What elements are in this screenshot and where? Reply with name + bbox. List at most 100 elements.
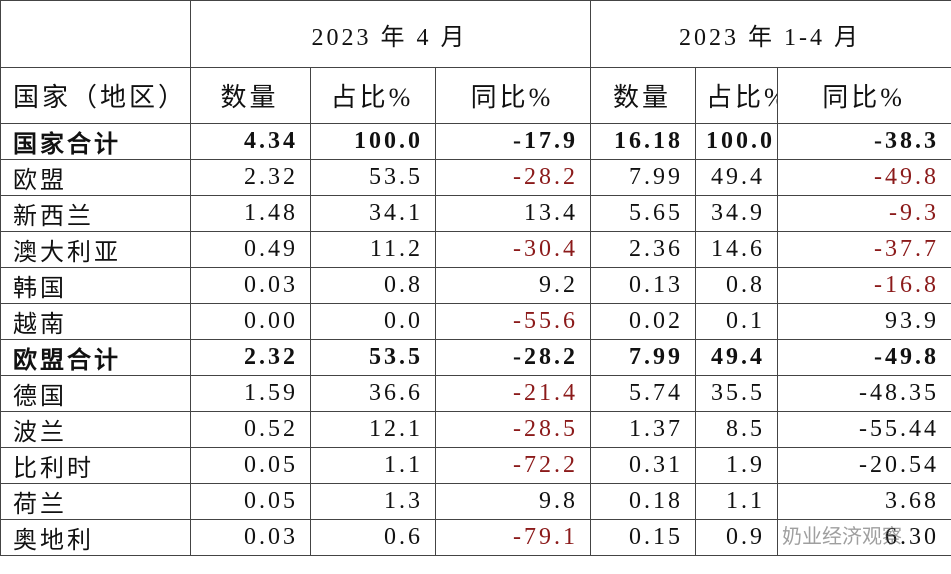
value-cell: 36.6 [310,375,436,412]
value-cell: 34.1 [310,195,436,232]
value-cell: 0.52 [190,411,311,448]
value-cell: 9.8 [434,483,592,520]
value-cell: 13.4 [434,195,592,232]
table-row: 奥地利 0.03 0.6 -79.1 0.15 0.9 6.30 [0,519,951,556]
value-cell: -48.35 [777,375,951,412]
value-cell: 2.36 [590,231,697,268]
value-cell: 0.13 [590,267,697,304]
region-cell: 国家合计 [0,123,191,160]
value-cell: -20.54 [777,447,951,484]
value-cell: 0.8 [695,267,779,304]
value-cell: 14.6 [695,231,779,268]
table-row: 澳大利亚 0.49 11.2 -30.4 2.36 14.6 -37.7 [0,231,951,268]
value-cell: -28.2 [434,339,592,376]
value-cell: 1.48 [190,195,311,232]
period-header-row: 2023 年 4 月 2023 年 1-4 月 [0,0,951,68]
table-row: 欧盟 2.32 53.5 -28.2 7.99 49.4 -49.8 [0,159,951,196]
value-cell: -17.9 [434,123,592,160]
value-cell: 0.15 [590,519,697,556]
column-header: 数量 [190,67,311,124]
value-cell: 5.65 [590,195,697,232]
table-row: 韩国 0.03 0.8 9.2 0.13 0.8 -16.8 [0,267,951,304]
column-header: 同比% [777,67,951,124]
value-cell: 0.05 [190,447,311,484]
value-cell: 12.1 [310,411,436,448]
value-cell: -30.4 [434,231,592,268]
value-cell: 53.5 [310,159,436,196]
data-table: 2023 年 4 月 2023 年 1-4 月 国家（地区） 数量 占比% 同比% 数量… [0,0,951,556]
corner-cell [0,0,191,68]
column-header: 同比% [434,67,592,124]
value-cell: 11.2 [310,231,436,268]
value-cell: -28.5 [434,411,592,448]
value-cell: -49.8 [777,339,951,376]
value-cell: 0.03 [190,519,311,556]
table-row: 越南 0.00 0.0 -55.6 0.02 0.1 93.9 [0,303,951,340]
region-cell: 荷兰 [0,483,191,520]
column-header: 数量 [590,67,697,124]
region-cell: 比利时 [0,447,191,484]
table-row: 欧盟合计 2.32 53.5 -28.2 7.99 49.4 -49.8 [0,339,951,376]
region-cell: 新西兰 [0,195,191,232]
value-cell: 0.05 [190,483,311,520]
value-cell: 1.3 [310,483,436,520]
value-cell: 1.9 [695,447,779,484]
value-cell: -49.8 [777,159,951,196]
value-cell: 100.0 [310,123,436,160]
column-header: 占比% [695,67,779,124]
region-cell: 波兰 [0,411,191,448]
value-cell: 0.02 [590,303,697,340]
value-cell: 53.5 [310,339,436,376]
column-header: 国家（地区） [0,67,191,124]
period-header: 2023 年 4 月 [189,0,592,68]
value-cell: 100.0 [695,123,779,160]
value-cell: 7.99 [590,339,697,376]
region-cell: 韩国 [0,267,191,304]
value-cell: 4.34 [190,123,311,160]
value-cell: 1.1 [310,447,436,484]
value-cell: 16.18 [590,123,697,160]
value-cell: 1.1 [695,483,779,520]
value-cell: 0.31 [590,447,697,484]
value-cell: -9.3 [777,195,951,232]
value-cell: 0.49 [190,231,311,268]
value-cell: 5.74 [590,375,697,412]
table-row: 波兰 0.52 12.1 -28.5 1.37 8.5 -55.44 [0,411,951,448]
value-cell: 49.4 [695,159,779,196]
value-cell: -21.4 [434,375,592,412]
value-cell: 9.2 [434,267,592,304]
region-cell: 欧盟 [0,159,191,196]
value-cell: 6.30 [777,519,951,556]
table-row: 德国 1.59 36.6 -21.4 5.74 35.5 -48.35 [0,375,951,412]
value-cell: 3.68 [777,483,951,520]
value-cell: 93.9 [777,303,951,340]
value-cell: 0.1 [695,303,779,340]
value-cell: 2.32 [190,339,311,376]
value-cell: 0.18 [590,483,697,520]
value-cell: -55.6 [434,303,592,340]
value-cell: 1.59 [190,375,311,412]
region-cell: 奥地利 [0,519,191,556]
region-cell: 德国 [0,375,191,412]
value-cell: 35.5 [695,375,779,412]
table-row: 荷兰 0.05 1.3 9.8 0.18 1.1 3.68 [0,483,951,520]
value-cell: -79.1 [434,519,592,556]
table-row: 比利时 0.05 1.1 -72.2 0.31 1.9 -20.54 [0,447,951,484]
value-cell: 0.03 [190,267,311,304]
value-cell: 0.8 [310,267,436,304]
value-cell: 34.9 [695,195,779,232]
value-cell: 0.00 [190,303,311,340]
value-cell: 0.0 [310,303,436,340]
value-cell: 1.37 [590,411,697,448]
value-cell: -16.8 [777,267,951,304]
value-cell: 8.5 [695,411,779,448]
column-header: 占比% [310,67,436,124]
value-cell: -38.3 [777,123,951,160]
value-cell: -72.2 [434,447,592,484]
period-header: 2023 年 1-4 月 [590,0,951,68]
value-cell: 0.9 [695,519,779,556]
value-cell: 0.6 [310,519,436,556]
region-cell: 澳大利亚 [0,231,191,268]
value-cell: 49.4 [695,339,779,376]
